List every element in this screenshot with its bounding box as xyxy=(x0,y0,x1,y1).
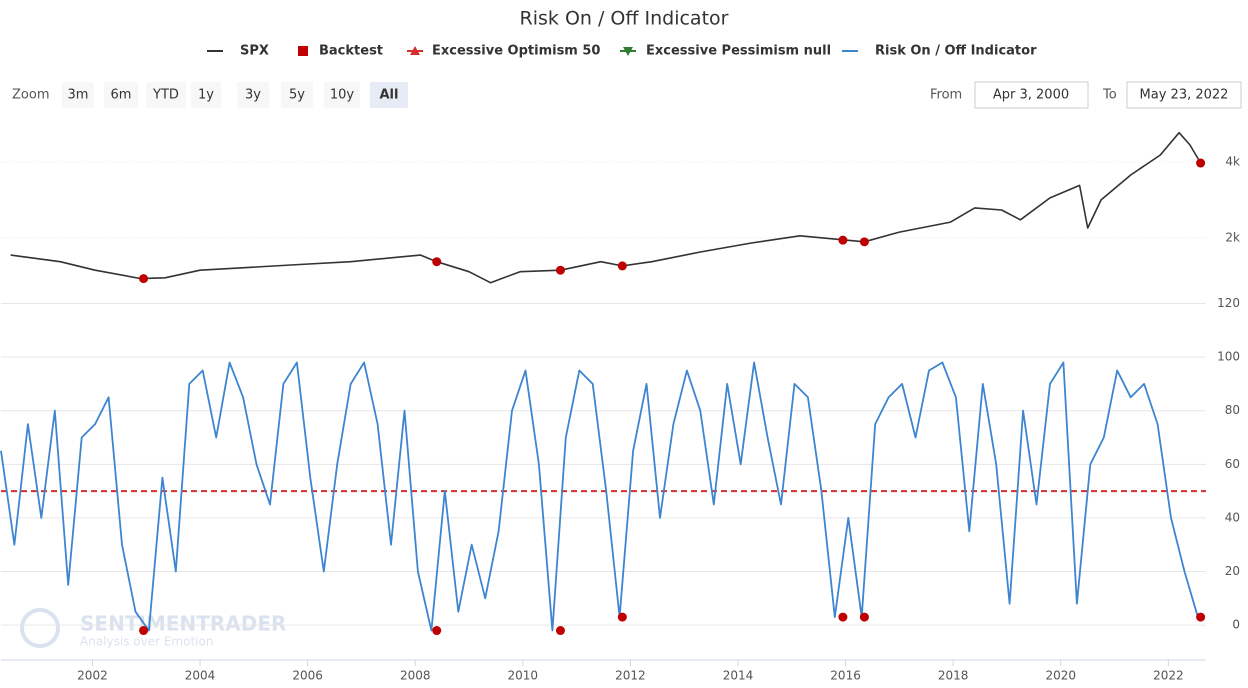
zoom-button[interactable] xyxy=(62,82,94,108)
y-tick-label: 0 xyxy=(1232,618,1240,632)
zoom-button-label[interactable]: 6m xyxy=(111,88,132,103)
y-tick-label: 120 xyxy=(1217,296,1240,310)
from-date[interactable]: Apr 3, 2000 xyxy=(993,88,1069,103)
to-input[interactable] xyxy=(1126,81,1242,109)
backtest-point xyxy=(139,626,149,636)
zoom-button-label[interactable]: 10y xyxy=(330,88,355,103)
backtest-point xyxy=(617,261,627,271)
zoom-button-label[interactable]: 3m xyxy=(68,88,89,103)
zoom-button[interactable] xyxy=(237,82,269,108)
indicator-line xyxy=(0,361,1199,632)
zoom-label: Zoom xyxy=(12,88,49,103)
x-tick-label: 2012 xyxy=(615,669,646,683)
y-tick-label: 60 xyxy=(1225,457,1240,471)
legend-label[interactable]: Excessive Pessimism null xyxy=(646,44,831,59)
y-tick-label: 40 xyxy=(1225,510,1240,524)
legend-label[interactable]: Backtest xyxy=(319,44,383,59)
y-tick-label: 100 xyxy=(1217,350,1240,364)
watermark-text: SENTIMENTRADER xyxy=(80,612,286,636)
legend-label[interactable]: Risk On / Off Indicator xyxy=(875,44,1037,59)
from-label: From xyxy=(930,88,962,103)
zoom-button[interactable] xyxy=(104,82,138,108)
x-tick-label: 2004 xyxy=(185,669,216,683)
backtest-point xyxy=(432,257,442,267)
backtest-point xyxy=(838,235,848,245)
zoom-button[interactable] xyxy=(324,82,360,108)
y-tick-label: 80 xyxy=(1225,403,1240,417)
chart-title: Risk On / Off Indicator xyxy=(520,8,729,30)
backtest-point xyxy=(859,237,869,247)
to-label: To xyxy=(1102,88,1117,103)
zoom-button-label[interactable]: 3y xyxy=(245,88,261,103)
zoom-button-label[interactable]: 1y xyxy=(198,88,214,103)
x-tick-label: 2002 xyxy=(77,669,108,683)
x-tick-label: 2006 xyxy=(292,669,323,683)
to-date[interactable]: May 23, 2022 xyxy=(1140,88,1229,103)
y-tick-label: 2k xyxy=(1225,230,1240,244)
x-tick-label: 2020 xyxy=(1045,669,1076,683)
backtest-point xyxy=(859,612,869,622)
zoom-button[interactable] xyxy=(191,82,221,108)
watermark: SENTIMENTRADER Analysis over Emotion xyxy=(20,608,286,649)
y-tick-label: 20 xyxy=(1225,564,1240,578)
backtest-point xyxy=(1196,612,1206,622)
backtest-point xyxy=(139,274,149,284)
zoom-button-label[interactable]: 5y xyxy=(289,88,305,103)
legend-label[interactable]: SPX xyxy=(240,44,269,59)
from-input[interactable] xyxy=(974,81,1089,109)
backtest-point xyxy=(555,626,565,636)
backtest-point xyxy=(1196,158,1206,168)
backtest-point xyxy=(555,265,565,275)
x-tick-label: 2010 xyxy=(508,669,539,683)
zoom-button[interactable] xyxy=(146,82,186,108)
legend-marker xyxy=(623,47,633,56)
legend-label[interactable]: Excessive Optimism 50 xyxy=(432,44,600,59)
backtest-point xyxy=(432,626,442,636)
watermark-sub: Analysis over Emotion xyxy=(80,635,213,649)
x-tick-label: 2016 xyxy=(830,669,861,683)
x-tick-label: 2008 xyxy=(400,669,431,683)
backtest-point xyxy=(617,612,627,622)
zoom-button-label[interactable]: YTD xyxy=(152,88,179,103)
zoom-button[interactable] xyxy=(281,82,313,108)
spx-line xyxy=(10,131,1202,284)
y-tick-label: 4k xyxy=(1225,154,1240,168)
legend-marker xyxy=(410,46,420,55)
x-tick-label: 2018 xyxy=(938,669,969,683)
zoom-button-label[interactable]: All xyxy=(380,88,399,103)
zoom-button[interactable] xyxy=(370,82,408,108)
backtest-point xyxy=(838,612,848,622)
legend-marker xyxy=(298,46,308,56)
x-tick-label: 2022 xyxy=(1153,669,1184,683)
x-tick-label: 2014 xyxy=(723,669,754,683)
